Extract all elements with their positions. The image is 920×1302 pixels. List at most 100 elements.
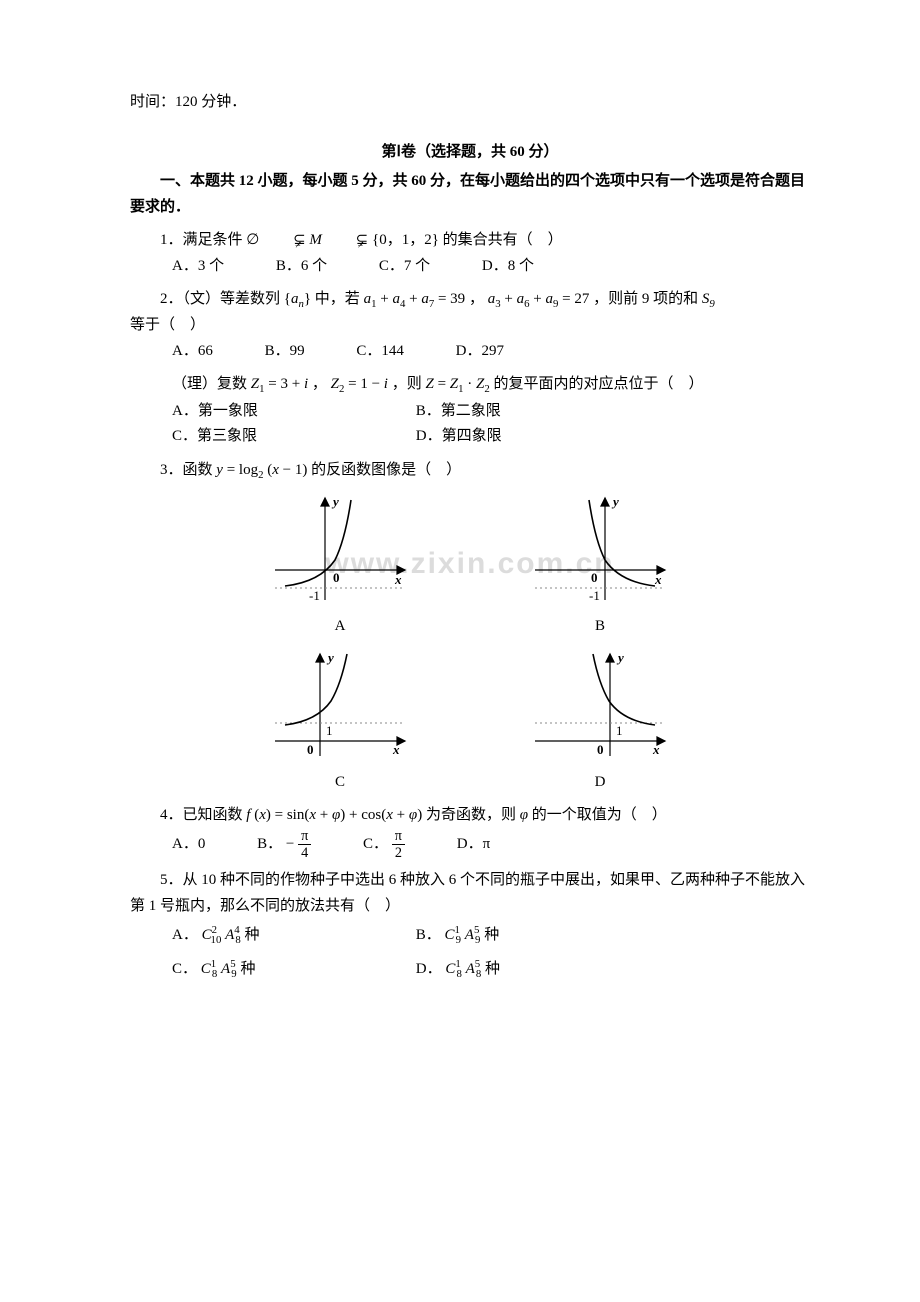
q4-C-den: 2 [392, 845, 405, 860]
q3-func: y = log2 (x − 1) [216, 462, 307, 478]
q2-an: an [291, 291, 304, 307]
q5-C-post: 种 [240, 961, 255, 977]
section-title: 第Ⅰ卷（选择题，共 60 分） [130, 140, 810, 166]
q2-Z2: Z2 = 1 − i [331, 376, 388, 392]
q2-stem-tail: 等于（ ） [130, 313, 810, 339]
q5-optA: A． C210 A48 种 [172, 919, 412, 953]
q5-B-Cn: 9 [456, 934, 461, 946]
q4-options: A．0 B． − π4 C． π2 D．π [130, 829, 810, 861]
q2-eq1: a1 + a4 + a7 = 39 [364, 291, 466, 307]
svg-text:y: y [611, 494, 619, 509]
q3-chart-D: 0 x y 1 D [525, 646, 675, 796]
q1-set-expr: ∅ ⊊≠ M ⊊≠ {0，1，2} [246, 232, 439, 248]
q1-stem: 1．满足条件 ∅ ⊊≠ M ⊊≠ {0，1，2} 的集合共有（ ） [130, 228, 810, 254]
q1-options: A．3 个 B．6 个 C．7 个 D．8 个 [130, 254, 810, 280]
q5-stem: 5．从 10 种不同的作物种子中选出 6 种放入 6 个不同的瓶子中展出，如果甲… [130, 868, 810, 919]
q5-A-Cn: 10 [211, 934, 222, 946]
q4-optA: A．0 [172, 832, 205, 858]
q1-optA: A．3 个 [172, 254, 224, 280]
svg-text:x: x [654, 572, 662, 587]
q5-A-An: 8 [235, 934, 240, 946]
svg-text:y: y [616, 650, 624, 665]
q5-C-pre: C． [172, 961, 197, 977]
svg-text:x: x [392, 742, 400, 757]
q3-labelC: C [265, 770, 415, 796]
q4-C-pre: C． [363, 836, 388, 852]
q3-stem: 3．函数 y = log2 (x − 1) 的反函数图像是（ ） [130, 458, 810, 484]
q2-li-mid1: ， [312, 376, 327, 392]
q5-optD: D． C18 A58 种 [416, 953, 656, 987]
q3-post: 的反函数图像是（ ） [311, 462, 461, 478]
q2-li-mid2: ，则 [392, 376, 426, 392]
svg-text:-1: -1 [309, 588, 320, 603]
svg-text:y: y [326, 650, 334, 665]
q2-S9: S9 [702, 291, 715, 307]
q2-li-optD: D．第四象限 [416, 424, 656, 450]
q2-mid1: } 中，若 [304, 291, 364, 307]
svg-text:x: x [394, 572, 402, 587]
q4-mid: 为奇函数，则 [426, 807, 520, 823]
svg-text:1: 1 [326, 723, 333, 738]
q2-optD: D．297 [456, 339, 504, 365]
q5-C-Cn: 8 [212, 968, 217, 980]
q2-li-post: 的复平面内的对应点位于（ ） [494, 376, 704, 392]
q3-pre: 3．函数 [160, 462, 216, 478]
q4-optC: C． π2 [363, 829, 405, 861]
q4-optD: D．π [457, 832, 490, 858]
svg-text:x: x [652, 742, 660, 757]
q3-labelB: B [525, 614, 675, 640]
q3-labelD: D [525, 770, 675, 796]
q4-pre: 4．已知函数 [160, 807, 246, 823]
chartA-origin: 0 [333, 570, 340, 585]
q5-D-pre: D． [416, 961, 442, 977]
q4-C-num: π [392, 829, 405, 845]
q4-func: f (x) = sin(x + φ) + cos(x + φ) [246, 807, 422, 823]
q1-optD: D．8 个 [482, 254, 534, 280]
q2-comma: ， [469, 291, 484, 307]
q5-D-post: 种 [485, 961, 500, 977]
q1-optC: C．7 个 [379, 254, 430, 280]
q5-B-post: 种 [484, 927, 499, 943]
svg-text:-1: -1 [589, 588, 600, 603]
q2-stem: 2．（文）等差数列 {an} 中，若 a1 + a4 + a7 = 39 ， a… [130, 287, 810, 313]
svg-text:0: 0 [307, 742, 314, 757]
q2-Z1: Z1 = 3 + i [251, 376, 308, 392]
q2-pre: 2．（文）等差数列 { [160, 291, 291, 307]
q3-labelA: A [265, 614, 415, 640]
q3-chart-C: 0 x y 1 C [265, 646, 415, 796]
q2-options: A．66 B．99 C．144 D．297 [130, 339, 810, 365]
q2-optA: A．66 [172, 339, 213, 365]
q4-B-den: 4 [298, 845, 311, 860]
q2-mid2: ，则前 9 项的和 [593, 291, 702, 307]
q5-D-Cn: 8 [456, 968, 461, 980]
q4-optB: B． − π4 [257, 829, 311, 861]
q5-A-pre: A． [172, 927, 198, 943]
q4-B-pre: B． [257, 836, 282, 852]
time-note: 时间：120 分钟． [130, 90, 810, 116]
q3-chart-A: 0 x y -1 A [265, 490, 415, 640]
svg-text:0: 0 [597, 742, 604, 757]
q1-stem-pre: 1．满足条件 [160, 232, 246, 248]
q1-stem-post: 的集合共有（ ） [443, 232, 563, 248]
q5-B-pre: B． [416, 927, 441, 943]
q5-D-An: 8 [476, 968, 481, 980]
q4-post: 的一个取值为（ ） [532, 807, 667, 823]
q2-eq2: a3 + a6 + a9 = 27 [488, 291, 590, 307]
svg-text:1: 1 [616, 723, 623, 738]
q2-li-pre: （理）复数 [172, 376, 251, 392]
q2-li-options: A．第一象限 B．第二象限 C．第三象限 D．第四象限 [130, 399, 810, 450]
q5-optB: B． C19 A59 种 [416, 919, 656, 953]
q2-li-optC: C．第三象限 [172, 424, 412, 450]
q5-C-An: 9 [231, 968, 236, 980]
q2-li-stem: （理）复数 Z1 = 3 + i ， Z2 = 1 − i ，则 Z = Z1 … [130, 372, 810, 398]
q4-phi: φ [520, 807, 528, 823]
q4-stem: 4．已知函数 f (x) = sin(x + φ) + cos(x + φ) 为… [130, 803, 810, 829]
q1-optB: B．6 个 [276, 254, 327, 280]
q2-li-optA: A．第一象限 [172, 399, 412, 425]
section-instructions: 一、本题共 12 小题，每小题 5 分，共 60 分，在每小题给出的四个选项中只… [130, 169, 810, 220]
q2-optB: B．99 [265, 339, 305, 365]
q5-A-post: 种 [245, 927, 260, 943]
q4-B-num: π [298, 829, 311, 845]
q5-options: A． C210 A48 种 B． C19 A59 种 C． C18 A59 种 … [130, 919, 810, 987]
q2-Zprod: Z = Z1 · Z2 [425, 376, 489, 392]
